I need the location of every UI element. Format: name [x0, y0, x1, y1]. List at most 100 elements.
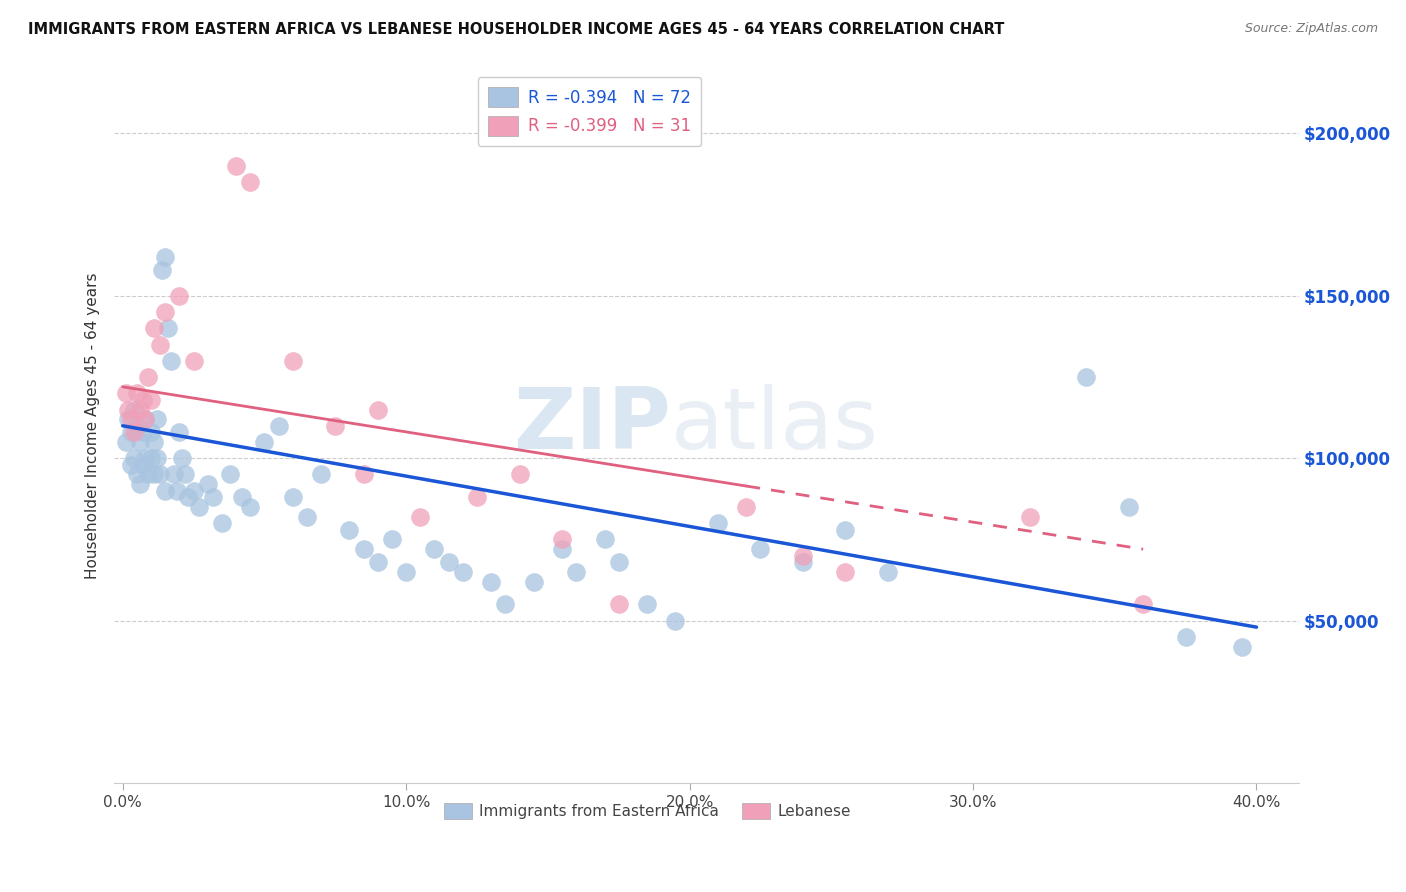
Point: [211, 516, 233, 531]
Point: [148, 337, 170, 351]
Point: [281, 490, 304, 504]
Point: [122, 402, 145, 417]
Point: [202, 490, 225, 504]
Point: [253, 435, 276, 450]
Point: [323, 418, 346, 433]
Point: [169, 425, 191, 440]
Point: [749, 542, 772, 557]
Point: [309, 467, 332, 482]
Point: [166, 483, 188, 498]
Point: [834, 523, 856, 537]
Point: [565, 565, 588, 579]
Point: [177, 490, 200, 504]
Point: [479, 574, 502, 589]
Text: ZIP: ZIP: [513, 384, 671, 467]
Point: [134, 412, 156, 426]
Point: [114, 386, 136, 401]
Point: [295, 509, 318, 524]
Point: [139, 451, 162, 466]
Point: [134, 451, 156, 466]
Point: [353, 542, 375, 557]
Point: [792, 549, 814, 563]
Point: [155, 250, 177, 264]
Point: [120, 425, 142, 440]
Point: [877, 565, 900, 579]
Point: [163, 467, 186, 482]
Point: [267, 418, 290, 433]
Point: [136, 467, 159, 482]
Point: [169, 289, 191, 303]
Point: [1174, 630, 1197, 644]
Point: [607, 555, 630, 569]
Point: [1132, 598, 1154, 612]
Point: [125, 418, 148, 433]
Point: [353, 467, 375, 482]
Point: [735, 500, 758, 514]
Point: [367, 555, 389, 569]
Point: [172, 451, 194, 466]
Point: [183, 354, 205, 368]
Point: [131, 425, 153, 440]
Point: [160, 354, 183, 368]
Point: [145, 451, 167, 466]
Point: [225, 159, 247, 173]
Point: [1076, 370, 1098, 384]
Text: IMMIGRANTS FROM EASTERN AFRICA VS LEBANESE HOUSEHOLDER INCOME AGES 45 - 64 YEARS: IMMIGRANTS FROM EASTERN AFRICA VS LEBANE…: [28, 22, 1004, 37]
Point: [1118, 500, 1140, 514]
Point: [281, 354, 304, 368]
Point: [142, 467, 165, 482]
Point: [183, 483, 205, 498]
Point: [117, 402, 139, 417]
Point: [139, 425, 162, 440]
Point: [120, 412, 142, 426]
Point: [607, 598, 630, 612]
Point: [437, 555, 460, 569]
Point: [423, 542, 446, 557]
Point: [122, 451, 145, 466]
Point: [139, 392, 162, 407]
Point: [381, 533, 404, 547]
Point: [157, 321, 180, 335]
Point: [239, 175, 262, 189]
Point: [231, 490, 253, 504]
Point: [155, 483, 177, 498]
Point: [834, 565, 856, 579]
Point: [131, 458, 153, 472]
Point: [636, 598, 658, 612]
Point: [136, 370, 159, 384]
Point: [155, 305, 177, 319]
Y-axis label: Householder Income Ages 45 - 64 years: Householder Income Ages 45 - 64 years: [86, 273, 100, 579]
Text: atlas: atlas: [671, 384, 879, 467]
Point: [409, 509, 432, 524]
Legend: Immigrants from Eastern Africa, Lebanese: Immigrants from Eastern Africa, Lebanese: [437, 797, 856, 825]
Point: [188, 500, 211, 514]
Point: [367, 402, 389, 417]
Point: [120, 458, 142, 472]
Point: [131, 392, 153, 407]
Point: [128, 435, 150, 450]
Point: [523, 574, 546, 589]
Point: [145, 412, 167, 426]
Point: [148, 467, 170, 482]
Point: [664, 614, 686, 628]
Point: [707, 516, 730, 531]
Point: [142, 435, 165, 450]
Point: [494, 598, 516, 612]
Point: [125, 386, 148, 401]
Point: [551, 542, 574, 557]
Point: [128, 477, 150, 491]
Point: [1232, 640, 1254, 654]
Point: [125, 467, 148, 482]
Point: [174, 467, 197, 482]
Point: [142, 321, 165, 335]
Point: [1018, 509, 1040, 524]
Point: [792, 555, 814, 569]
Point: [593, 533, 616, 547]
Point: [150, 263, 173, 277]
Point: [219, 467, 242, 482]
Point: [465, 490, 488, 504]
Point: [128, 402, 150, 417]
Point: [339, 523, 361, 537]
Point: [117, 412, 139, 426]
Point: [197, 477, 219, 491]
